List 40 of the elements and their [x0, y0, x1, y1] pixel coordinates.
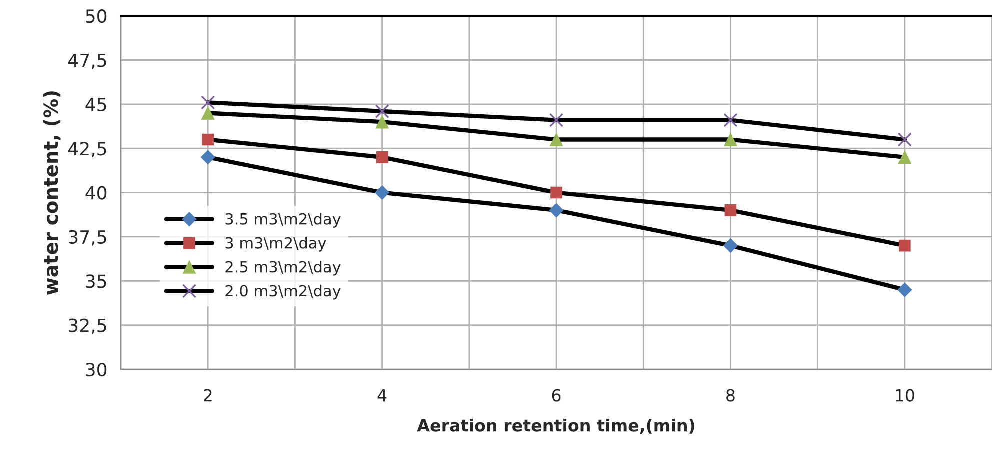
- y-tick-label: 47,5: [68, 54, 106, 70]
- legend-label: 3 m3\m2\day: [226, 237, 326, 252]
- point: [898, 240, 911, 252]
- x-axis-title: Aeration retention time,(min): [417, 418, 694, 434]
- y-tick-label: 42,5: [68, 142, 106, 158]
- y-tick-label: 35: [86, 274, 106, 288]
- point: [723, 238, 738, 254]
- point: [898, 132, 912, 147]
- point: [549, 203, 564, 218]
- point: [202, 106, 215, 120]
- x-tick-label: 8: [726, 389, 735, 402]
- y-tick-label: 30: [86, 362, 107, 377]
- y-tick-label: 40: [86, 186, 107, 200]
- point: [202, 134, 214, 146]
- point: [201, 96, 216, 110]
- point: [724, 113, 738, 128]
- y-axis-title: water content, (%): [43, 92, 61, 295]
- x-tick-label: 4: [378, 389, 387, 402]
- point: [898, 150, 912, 164]
- point: [898, 282, 912, 298]
- point: [550, 133, 564, 146]
- y-tick-label: 50: [86, 10, 107, 24]
- point: [724, 133, 738, 146]
- point: [200, 150, 216, 165]
- legend-label: 3.5 m3\m2\day: [226, 213, 341, 228]
- point: [724, 204, 737, 216]
- y-tick-label: 32,5: [69, 318, 106, 334]
- point: [375, 186, 390, 200]
- point: [549, 113, 564, 128]
- y-tick-label: 37,5: [69, 230, 106, 246]
- y-tick-label: 45: [86, 98, 106, 112]
- x-tick-label: 10: [896, 389, 914, 402]
- point: [376, 115, 389, 129]
- legend-label: 2.5 m3\m2\day: [226, 260, 341, 276]
- legend-label: 2.0 m3\m2\day: [226, 284, 341, 300]
- point: [550, 186, 562, 199]
- point: [375, 104, 390, 119]
- point: [376, 152, 388, 164]
- x-tick-label: 6: [552, 389, 561, 402]
- x-tick-label: 2: [204, 389, 212, 402]
